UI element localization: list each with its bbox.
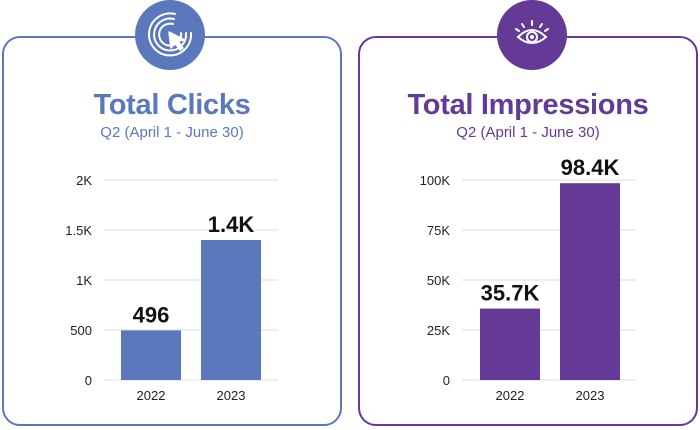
clicks-subtitle: Q2 (April 1 - June 30)	[100, 124, 244, 141]
impressions-data-label: 98.4K	[561, 155, 620, 180]
clicks-badge	[135, 0, 205, 70]
impressions-x-tick-label: 2022	[496, 388, 525, 403]
clicks-y-tick-label: 0	[85, 373, 92, 388]
clicks-y-tick-label: 1K	[76, 273, 92, 288]
clicks-x-tick-label: 2023	[217, 388, 246, 403]
impressions-subtitle: Q2 (April 1 - June 30)	[456, 124, 600, 141]
impressions-data-label: 35.7K	[481, 281, 540, 306]
impressions-y-tick-label: 100K	[420, 173, 451, 188]
impressions-y-tick-label: 75K	[427, 223, 450, 238]
clicks-x-tick-label: 2022	[137, 388, 166, 403]
impressions-badge	[497, 0, 567, 70]
eye-icon	[515, 20, 549, 44]
clicks-data-label: 1.4K	[208, 212, 255, 237]
clicks-y-tick-label: 500	[70, 323, 92, 338]
clicks-y-tick-label: 1.5K	[65, 223, 92, 238]
cursor-click-icon	[148, 12, 193, 57]
clicks-bar	[121, 330, 181, 380]
clicks-y-tick-label: 2K	[76, 173, 92, 188]
impressions-bar	[480, 308, 540, 380]
impressions-y-tick-label: 50K	[427, 273, 450, 288]
clicks-title: Total Clicks	[93, 89, 251, 121]
clicks-data-label: 496	[133, 302, 170, 327]
impressions-y-tick-label: 0	[443, 373, 450, 388]
impressions-bar	[560, 183, 620, 380]
impressions-x-tick-label: 2023	[576, 388, 605, 403]
impressions-card: Total Impressions Q2 (April 1 - June 30)	[358, 36, 698, 426]
impressions-y-tick-label: 25K	[427, 323, 450, 338]
clicks-bar	[201, 240, 261, 380]
impressions-title: Total Impressions	[407, 89, 649, 121]
